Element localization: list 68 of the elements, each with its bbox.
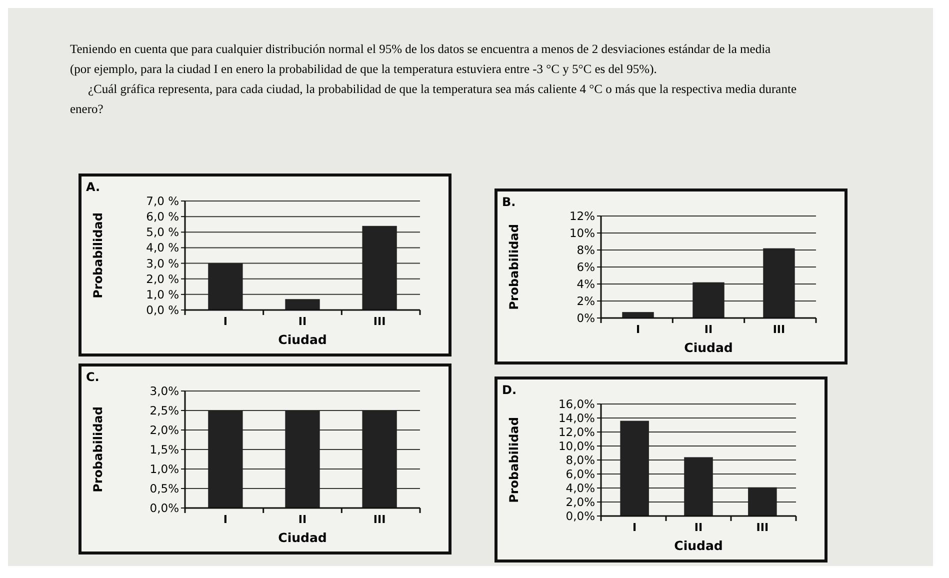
text: enero?: [70, 102, 104, 116]
y-tick-label: 1,0 %: [146, 287, 180, 302]
bar: [620, 420, 649, 516]
y-tick-label: 8%: [576, 243, 596, 258]
bar: [285, 299, 320, 310]
y-tick-label: 6%: [576, 260, 596, 274]
y-tick-label: 2,0%: [150, 423, 180, 438]
y-tick-label: 1,0%: [150, 462, 180, 476]
x-axis-title: Ciudad: [684, 340, 733, 355]
y-tick-label: 2,5%: [150, 404, 180, 418]
bar: [208, 263, 243, 310]
y-axis-title: Probabilidad: [91, 212, 105, 298]
chart-title: C.: [86, 370, 100, 384]
y-tick-label: 3,0 %: [146, 256, 180, 270]
y-tick-label: 1,5%: [150, 442, 180, 457]
x-tick-label: I: [636, 323, 640, 336]
bar: [692, 282, 724, 318]
y-tick-label: 12,0%: [558, 425, 596, 440]
x-tick-label: III: [373, 513, 386, 526]
text: (por ejemplo, para la ciudad I en enero la probabilidad de que la temperatura estuviera entre -3 °C y 5°C es del 95%).: [70, 62, 657, 76]
y-axis-title: Probabilidad: [507, 417, 521, 503]
y-tick-label: 2,0%: [566, 495, 596, 510]
y-tick-label: 4,0%: [566, 481, 596, 496]
y-tick-label: 10%: [569, 226, 596, 240]
y-tick-label: 2%: [576, 294, 596, 308]
y-tick-label: 14,0%: [558, 411, 596, 426]
chart-title: D.: [502, 383, 517, 397]
x-tick-label: I: [632, 521, 637, 534]
x-axis-title: Ciudad: [278, 530, 327, 545]
y-tick-label: 12%: [569, 209, 596, 224]
bar: [763, 248, 795, 318]
y-tick-label: 4%: [576, 277, 596, 292]
x-tick-label: I: [223, 513, 228, 526]
x-tick-label: II: [704, 323, 713, 336]
y-tick-label: 0,5%: [150, 482, 180, 496]
bar: [748, 487, 777, 516]
x-axis-title: Ciudad: [674, 538, 723, 553]
text: Teniendo en cuenta que para cualquier distribución normal el 95% de los datos se encuentra a menos de 2 desviaciones estándar de la media: [70, 42, 772, 56]
y-tick-label: 0%: [576, 311, 596, 326]
x-tick-label: II: [298, 315, 307, 328]
y-tick-label: 6,0 %: [146, 210, 180, 224]
y-axis-title: Probabilidad: [91, 406, 105, 492]
bar: [684, 457, 713, 516]
chart-title: A.: [86, 180, 100, 194]
text: ¿Cuál gráfica representa, para cada ciudad, la probabilidad de que la temperatura sea más caliente 4 °C o más que la respectiva media durante: [88, 82, 797, 96]
y-tick-label: 6,0%: [566, 467, 596, 482]
y-tick-label: 5,0 %: [146, 225, 180, 240]
y-tick-label: 0,0%: [566, 509, 596, 524]
chart-title: B.: [502, 195, 516, 209]
y-tick-label: 10,0%: [558, 439, 596, 454]
x-tick-label: I: [223, 315, 228, 328]
x-axis-title: Ciudad: [278, 332, 327, 347]
y-tick-label: 0,0%: [150, 501, 180, 516]
x-tick-label: III: [373, 315, 386, 328]
bar: [362, 226, 397, 310]
bar: [622, 312, 654, 318]
y-tick-label: 4,0 %: [146, 240, 180, 255]
y-tick-label: 8,0%: [566, 453, 596, 468]
y-axis-title: Probabilidad: [507, 224, 521, 310]
x-tick-label: III: [756, 521, 769, 534]
y-tick-label: 3,0%: [150, 384, 180, 398]
y-tick-label: 16,0%: [558, 397, 596, 412]
y-tick-label: 0,0 %: [146, 303, 180, 318]
x-tick-label: III: [772, 323, 786, 336]
x-tick-label: II: [694, 521, 703, 534]
y-tick-label: 7,0 %: [146, 194, 180, 208]
x-tick-label: II: [298, 513, 307, 526]
y-tick-label: 2,0 %: [146, 272, 180, 286]
